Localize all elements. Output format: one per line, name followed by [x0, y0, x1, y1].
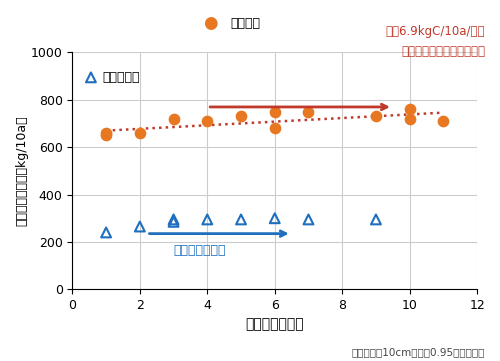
Point	[87, 74, 95, 80]
Text: コシヒカリ: コシヒカリ	[102, 71, 140, 84]
Point	[440, 118, 448, 124]
Point	[204, 118, 212, 124]
Point	[406, 116, 413, 122]
Point	[170, 217, 177, 222]
Text: 平均6.9kgC/10a/年の: 平均6.9kgC/10a/年の	[386, 25, 485, 38]
Point	[270, 109, 278, 114]
Point	[136, 224, 144, 230]
Point	[372, 114, 380, 119]
Text: 多収イネ: 多収イネ	[230, 17, 260, 30]
Point	[372, 217, 380, 222]
Point	[406, 106, 413, 112]
Point	[270, 216, 278, 221]
Text: 作土の深さ10cm仮比重0.95として計算: 作土の深さ10cm仮比重0.95として計算	[352, 347, 485, 357]
Point	[204, 217, 212, 222]
X-axis label: 栽培年数（年）: 栽培年数（年）	[246, 318, 304, 331]
Point	[102, 132, 110, 138]
Y-axis label: 難分解性炭素量（kg/10a）: 難分解性炭素量（kg/10a）	[15, 116, 28, 226]
Point	[270, 125, 278, 131]
Point	[136, 130, 144, 136]
Point	[237, 217, 245, 222]
Point	[170, 116, 177, 122]
Text: 難分解性炭素が土壌に蓄積: 難分解性炭素が土壌に蓄積	[401, 45, 485, 58]
Text: 増加傾向はない: 増加傾向はない	[174, 244, 226, 257]
Point	[304, 109, 312, 114]
Point	[102, 230, 110, 235]
Point	[170, 219, 177, 225]
Point	[304, 217, 312, 222]
Text: ●: ●	[203, 14, 217, 32]
Point	[237, 114, 245, 119]
Point	[102, 130, 110, 136]
